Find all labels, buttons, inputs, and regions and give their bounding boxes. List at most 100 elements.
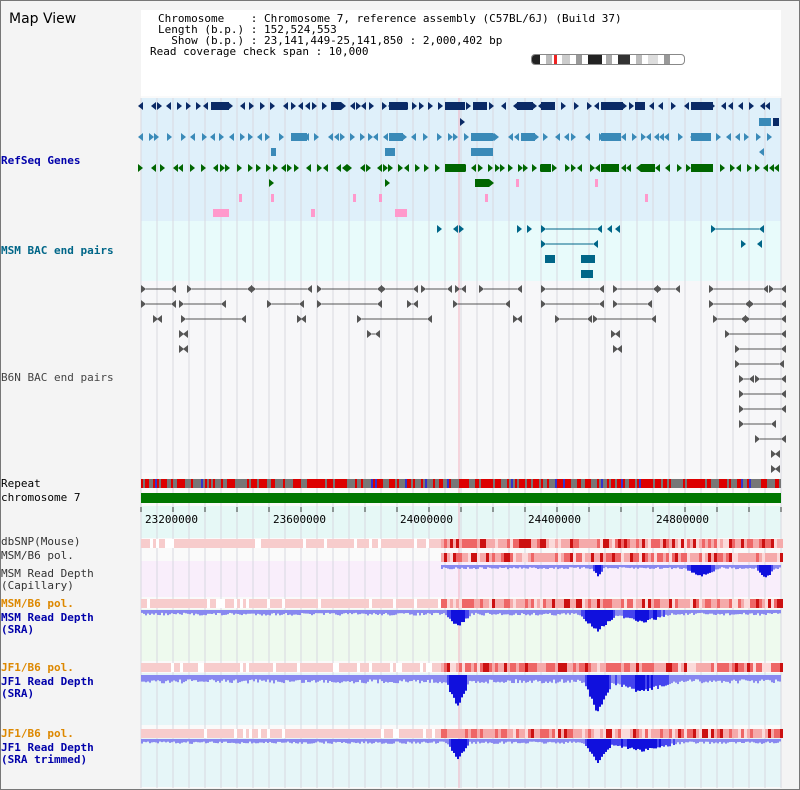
msm-capillary-depth [595, 565, 597, 573]
refseq-gene [398, 164, 403, 172]
jf1-pol-trimmed-cell [660, 729, 663, 738]
jf1-trimmed-depth [185, 739, 187, 743]
refseq-gene [508, 133, 513, 141]
msm-capillary-depth [769, 565, 771, 576]
msm-sra-depth [493, 610, 495, 615]
msm-bac-end [453, 225, 458, 233]
b6n-bac-pair [381, 285, 386, 293]
jf1-trimmed-depth [699, 739, 701, 742]
jf1-sra-depth [527, 675, 529, 683]
msm-sra-depth [753, 610, 755, 616]
msm-pol-sra-cell [597, 599, 600, 608]
dbsnp-cell [576, 539, 579, 548]
b6n-bac-pair [461, 285, 466, 293]
msm-bac-end [607, 225, 612, 233]
repeat-segment [523, 479, 525, 488]
jf1-trimmed-depth [527, 739, 529, 744]
repeat-segment [251, 479, 253, 488]
chromosome-ideogram[interactable] [531, 54, 685, 65]
refseq-gene [181, 133, 186, 141]
refseq-gene [273, 164, 278, 172]
jf1-sra-depth [593, 675, 595, 705]
b6n-bac-pair [301, 315, 306, 323]
dbsnp-cell [252, 539, 255, 548]
jf1-sra-depth [157, 675, 159, 681]
msm-pol-sra-cell [747, 599, 750, 608]
msm-pol-cell [447, 553, 450, 562]
jf1-trimmed-depth [411, 739, 413, 744]
msm-sra-depth [423, 610, 425, 615]
dbsnp-cell [405, 539, 408, 548]
repeat-segment [261, 479, 263, 488]
dbsnp-cell [630, 539, 633, 548]
jf1-pol-cell [477, 663, 480, 672]
dbsnp-cell [615, 539, 618, 548]
jf1-pol-trimmed-cell [363, 729, 366, 738]
msm-pol-sra-cell [438, 599, 441, 608]
jf1-pol-trimmed-cell [393, 729, 396, 738]
msm-pol-sra-cell [222, 599, 225, 608]
repeat-segment [699, 479, 701, 488]
b6n-bac-pair [421, 285, 426, 293]
jf1-trimmed-depth [169, 739, 171, 743]
jf1-pol-trimmed-cell [147, 729, 150, 738]
msm-sra-depth [747, 610, 749, 615]
jf1-pol-trimmed-cell [447, 729, 450, 738]
jf1-pol-trimmed-cell [159, 729, 162, 738]
jf1-pol-cell [474, 663, 477, 672]
jf1-pol-trimmed-cell [486, 729, 489, 738]
msm-sra-depth [543, 610, 545, 614]
msm-sra-depth [683, 610, 685, 616]
jf1-pol-cell [489, 663, 492, 672]
jf1-sra-depth [355, 675, 357, 683]
repeat-segment [481, 479, 483, 488]
jf1-sra-depth [205, 675, 207, 682]
jf1-pol-trimmed-cell [414, 729, 417, 738]
msm-pol-cell [678, 553, 681, 562]
msm-pol-cell [639, 553, 642, 562]
msm-sra-depth [371, 610, 373, 615]
b6n-bac-pair [541, 285, 546, 293]
jf1-trimmed-depth [459, 739, 461, 757]
msm-pol-sra-cell [522, 599, 525, 608]
jf1-sra-depth [351, 675, 353, 682]
jf1-pol-cell [255, 663, 258, 672]
msm-sra-depth [417, 610, 419, 613]
jf1-sra-depth [263, 675, 265, 681]
jf1-pol-trimmed-cell [606, 729, 609, 738]
jf1-pol-cell [534, 663, 537, 672]
msm-capillary-depth [657, 565, 659, 568]
dbsnp-cell [474, 539, 477, 548]
jf1-trimmed-depth [579, 739, 581, 743]
msm-sra-depth [241, 610, 243, 616]
jf1-trimmed-depth [725, 739, 727, 744]
jf1-trimmed-depth [197, 739, 199, 743]
jf1-trimmed-depth [325, 739, 327, 742]
repeat-segment [349, 479, 351, 488]
jf1-sra-depth [147, 675, 149, 682]
msm-pol-sra-cell [489, 599, 492, 608]
msm-sra-depth [227, 610, 229, 615]
refseq-gene-block [521, 133, 535, 141]
jf1-sra-depth [733, 675, 735, 680]
repeat-segment [303, 479, 305, 488]
refseq-gene-pink [311, 209, 315, 217]
b6n-bac-pair [555, 315, 560, 323]
msm-sra-depth [343, 610, 345, 614]
jf1-sra-depth [391, 675, 393, 683]
jf1-pol-trimmed-cell [753, 729, 756, 738]
jf1-trimmed-depth [467, 739, 469, 746]
jf1-pol-cell [441, 663, 444, 672]
jf1-sra-depth [599, 675, 601, 707]
msm-capillary-depth [441, 565, 443, 569]
msm-sra-depth [281, 610, 283, 615]
msm-sra-depth [443, 610, 445, 614]
repeat-segment [715, 479, 717, 488]
jf1-sra-depth [625, 675, 627, 687]
jf1-sra-depth [749, 675, 751, 682]
msm-pol-sra-cell [165, 599, 168, 608]
jf1-pol-trimmed-cell [180, 729, 183, 738]
jf1-sra-depth [721, 675, 723, 683]
